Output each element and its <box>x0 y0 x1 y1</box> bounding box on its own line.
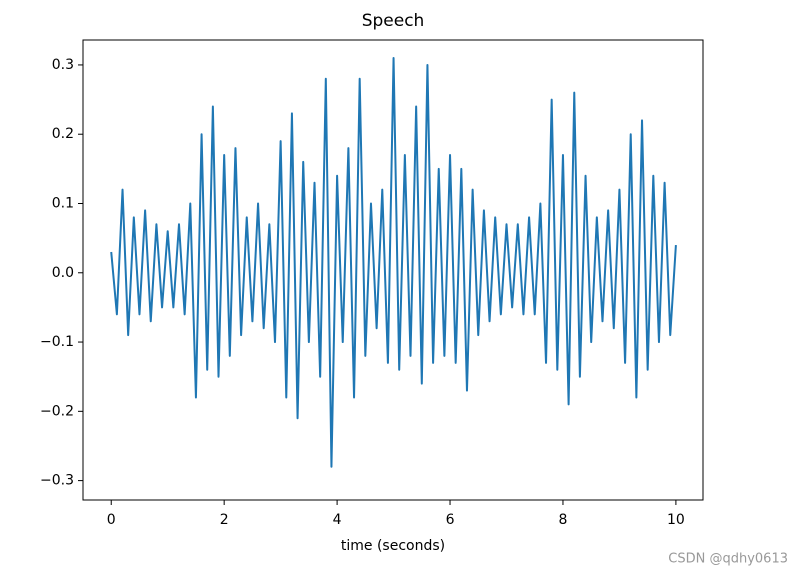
y-tick-label: 0.2 <box>52 126 74 142</box>
x-tick-label: 8 <box>559 512 568 528</box>
y-tick-label: 0.1 <box>52 195 74 211</box>
y-tick-label: −0.2 <box>40 403 74 419</box>
plot-frame <box>82 39 704 501</box>
y-tick-label: 0.3 <box>52 57 74 73</box>
x-axis-label: time (seconds) <box>341 538 445 554</box>
x-tick-label: 6 <box>446 512 455 528</box>
watermark: CSDN @qdhy0613 <box>668 552 788 567</box>
x-tick-label: 0 <box>107 512 116 528</box>
y-tick-label: −0.3 <box>40 473 74 489</box>
x-tick-label: 4 <box>333 512 342 528</box>
chart-title: Speech <box>362 11 425 31</box>
x-tick-label: 2 <box>220 512 229 528</box>
y-tick-label: −0.1 <box>40 334 74 350</box>
waveform-line <box>110 57 677 468</box>
y-tick-label: 0.0 <box>52 265 74 281</box>
x-tick-label: 10 <box>667 512 685 528</box>
